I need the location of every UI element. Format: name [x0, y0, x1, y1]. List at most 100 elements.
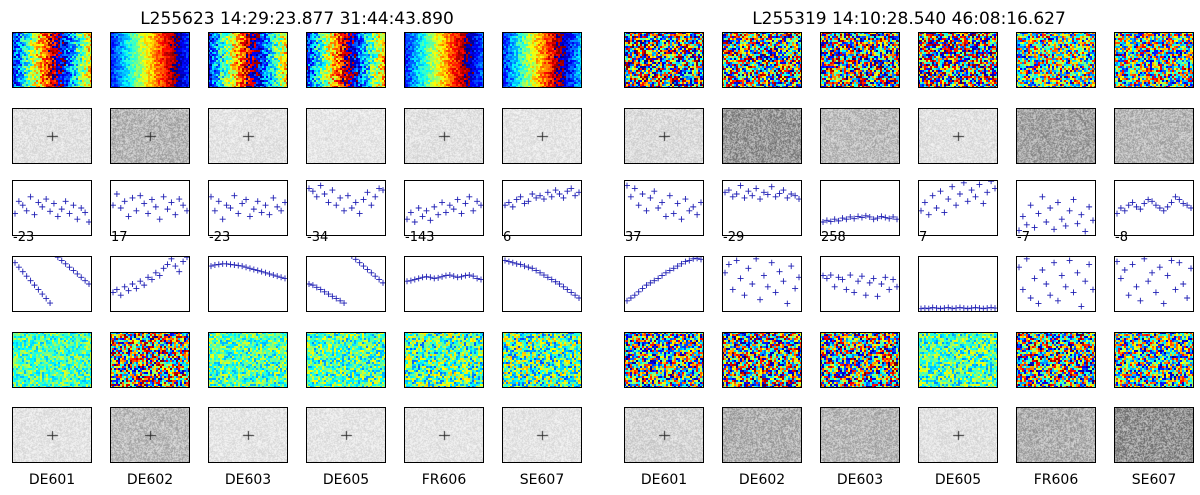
scatter-point: [1145, 278, 1152, 285]
scatter-point: [792, 192, 799, 199]
scatter-point: [1058, 272, 1065, 279]
scatter-point: [525, 198, 532, 205]
scatter-point: [1168, 257, 1175, 264]
scatter-point: [870, 275, 877, 282]
scatter-point: [1180, 281, 1187, 287]
scatter-point: [537, 269, 544, 276]
scatter-point: [121, 198, 128, 205]
scatter-point: [533, 194, 540, 201]
scatter-point: [439, 273, 446, 280]
panel-heatmap: [306, 332, 386, 388]
scatter-point: [1176, 259, 1183, 266]
scatter-point: [745, 265, 752, 272]
scatter-point: [1078, 211, 1085, 218]
panel-frame: [110, 32, 190, 88]
scatter-point: [474, 275, 481, 282]
panel-greyscale: [12, 108, 92, 164]
panel-group-1: L255623 14:29:23.877 31:44:43.890 -23 17 -2…: [12, 9, 582, 488]
scatter-point: [1031, 275, 1038, 282]
panel-scatter: [208, 256, 288, 312]
scatter-point: [690, 203, 697, 210]
scatter-point: [780, 187, 787, 194]
scatter-point: [749, 281, 756, 287]
scatter-point: [1058, 216, 1065, 223]
scatter-point: [968, 305, 975, 312]
heatmap-image: [306, 32, 386, 88]
scatter-point: [544, 274, 551, 281]
scatter-point: [556, 281, 563, 287]
scatter-point: [454, 196, 461, 203]
scatter-point: [568, 289, 575, 296]
scatter-point: [246, 213, 253, 220]
panel-frame: [404, 180, 484, 236]
scatter-point: [1051, 259, 1058, 266]
scatter-point: [670, 265, 677, 272]
panel-greyscale: [208, 407, 288, 463]
scatter-point: [141, 200, 148, 207]
heatmap-image: [12, 32, 92, 88]
scatter-point: [737, 275, 744, 282]
scatter-point: [223, 202, 230, 209]
scatter-point: [678, 216, 685, 223]
panel-heatmap: [306, 32, 386, 88]
panel-heatmap: [624, 332, 704, 388]
scatter-point: [976, 305, 983, 312]
scatter-point: [317, 182, 324, 189]
scatter-point: [180, 258, 187, 265]
scatter-point: [35, 199, 42, 206]
scatter-point: [1172, 286, 1179, 293]
panel-scatter: 37: [624, 180, 704, 245]
scatter-series: [12, 256, 92, 307]
scatter-point: [164, 261, 171, 268]
scatter-point: [945, 196, 952, 203]
panel-frame: [502, 407, 582, 463]
scatter-series: [1016, 256, 1096, 310]
greyscale-image: [820, 108, 900, 164]
scatter-point: [513, 260, 520, 267]
panel-frame: [404, 407, 484, 463]
scatter-point: [78, 274, 85, 281]
scatter-point: [258, 268, 265, 275]
scatter-point: [984, 189, 991, 196]
scatter-point: [1039, 267, 1046, 273]
panel-scatter: [722, 256, 802, 312]
scatter-point: [168, 199, 175, 206]
scatter-point: [529, 265, 536, 272]
panel-frame: [1114, 332, 1194, 388]
panel-frame: [1114, 180, 1194, 236]
panel-frame: [1114, 108, 1194, 164]
scatter-point: [415, 205, 422, 211]
scatter-point: [827, 218, 834, 225]
scatter-point: [15, 198, 22, 205]
scatter-point: [152, 269, 159, 276]
panel-greyscale: [1016, 407, 1096, 463]
scatter-point: [776, 190, 783, 197]
scatter-point: [792, 285, 799, 292]
scatter-point: [466, 193, 473, 200]
scatter-point: [458, 273, 465, 280]
heatmap-image: [722, 332, 802, 388]
scatter-point: [145, 210, 152, 217]
scatter-point: [352, 199, 359, 206]
scatter-point: [847, 213, 854, 220]
panel-frame: [502, 32, 582, 88]
scatter-point: [772, 289, 779, 296]
scatter-point: [43, 196, 50, 203]
scatter-point: [1035, 300, 1042, 307]
station-label: DE601: [29, 472, 75, 488]
panel-frame: [624, 32, 704, 88]
scatter-point: [788, 263, 795, 270]
panel-frame: [502, 180, 582, 236]
scatter-point: [254, 267, 261, 274]
panel-scatter: -29: [722, 180, 802, 245]
scatter-point: [1129, 261, 1136, 268]
scatter-point: [125, 287, 132, 294]
station-label: DE605: [323, 472, 369, 488]
scatter-point: [368, 269, 375, 276]
panel-frame: [1114, 32, 1194, 88]
scatter-point: [35, 286, 42, 293]
panel-frame: [722, 108, 802, 164]
heatmap-image: [1016, 332, 1096, 388]
scatter-point: [780, 278, 787, 285]
scatter-point: [145, 274, 152, 281]
